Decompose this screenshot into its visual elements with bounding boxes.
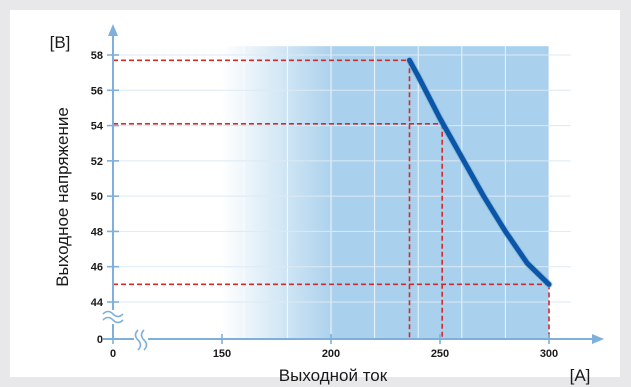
y-tick-label: 50 [91, 191, 103, 203]
y-tick-label: 44 [91, 297, 104, 309]
y-axis-arrow [108, 24, 118, 36]
y-tick-label: 46 [91, 262, 103, 274]
x-axis-break-symbol [134, 329, 142, 351]
voltage-curve-line [407, 57, 552, 287]
x-axis-break-gap [134, 328, 148, 350]
y-axis-break-symbol [102, 310, 124, 318]
y-axis-break-gap [101, 310, 125, 324]
x-tick-label: 150 [213, 348, 231, 360]
x-tick-label: 0 [110, 348, 116, 360]
y-unit-label: [B] [50, 33, 71, 52]
y-axis-title: Выходное напряжение [53, 107, 72, 287]
x-axis-break-symbol [140, 329, 148, 351]
y-tick-label: 58 [91, 50, 103, 62]
y-tick-label: 48 [91, 226, 103, 238]
x-tick-label: 250 [431, 348, 449, 360]
y-tick-label: 54 [91, 121, 104, 133]
y-tick-label: 0 [97, 334, 103, 346]
y-axis-break-symbol [102, 316, 124, 324]
x-axis-title: Выходной ток [279, 366, 388, 385]
x-unit-label: [A] [570, 366, 591, 385]
y-tick-label: 52 [91, 156, 103, 168]
operating-region-shade [222, 46, 549, 340]
x-tick-label: 200 [322, 348, 340, 360]
x-tick-label: 300 [540, 348, 558, 360]
y-tick-label: 56 [91, 85, 103, 97]
x-axis-arrow [592, 334, 604, 344]
